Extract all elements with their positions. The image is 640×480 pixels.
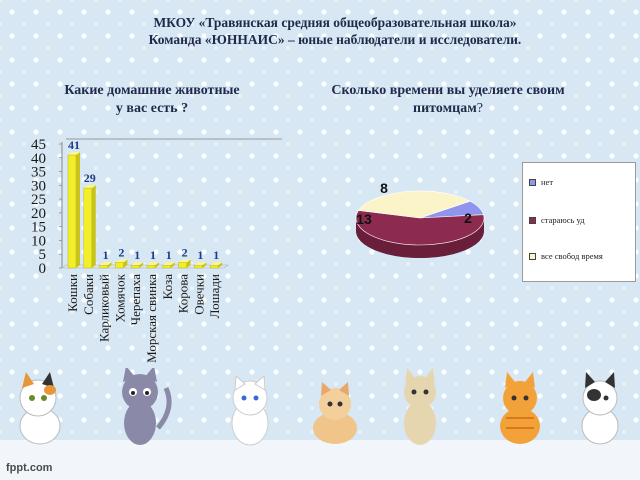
bar-data-label: 1: [166, 248, 172, 262]
bar-top: [162, 262, 175, 266]
y-tick-label: 40: [31, 151, 46, 167]
pie-data-label: 13: [356, 211, 372, 227]
bar-data-label: 1: [150, 248, 156, 262]
cat-bw-icon: [581, 372, 619, 445]
question-time-text: Сколько времени вы уделяете своим питомц…: [331, 83, 565, 116]
bar: [83, 187, 93, 269]
bar-side: [76, 152, 80, 268]
question-time-mark: ?: [476, 101, 483, 116]
bar-top: [194, 262, 207, 266]
bar-side: [107, 262, 112, 268]
bar-side: [170, 262, 175, 268]
bar-top: [115, 259, 128, 263]
pie-side: [356, 218, 484, 258]
bar-top: [147, 262, 159, 266]
legend-item-3: все свобод время: [529, 251, 621, 261]
bar-side: [155, 262, 159, 268]
team-name: Команда «ЮННАИС» – юные наблюдатели и ис…: [148, 32, 522, 47]
cats-illustration: [19, 368, 619, 446]
y-tick-label: 25: [31, 192, 46, 208]
y-tick-label: 20: [31, 206, 46, 222]
category-label: Карликовый: [97, 274, 112, 342]
category-label: Кошки: [65, 274, 80, 312]
bar-top: [131, 262, 144, 266]
fppt-logo: fppt.com: [6, 462, 53, 474]
bar: [209, 264, 219, 269]
bar: [67, 154, 77, 269]
bar: [99, 264, 108, 269]
bar-side: [202, 262, 207, 268]
time-pie-chart: 2 13 8: [355, 180, 485, 258]
cat-tabby-icon: [313, 382, 357, 444]
cat-white-icon: [231, 374, 269, 446]
y-tick-label: 0: [39, 261, 47, 277]
bar-top: [178, 259, 191, 263]
legend-swatch-3: [529, 253, 536, 260]
pie-data-label: 2: [464, 210, 472, 226]
y-tick-label: 5: [39, 247, 47, 263]
bar-side: [91, 185, 96, 268]
page-header: МКОУ «Травянская средняя общеобразовател…: [0, 14, 640, 48]
legend-label-1: нет: [541, 177, 554, 187]
bar-data-label: 2: [182, 245, 188, 259]
question-time: Сколько времени вы уделяете своим питомц…: [318, 82, 578, 118]
pie-slice: [355, 210, 485, 246]
category-label: Корова: [176, 274, 191, 313]
school-name: МКОУ «Травянская средняя общеобразовател…: [153, 15, 517, 30]
bar: [162, 264, 172, 269]
category-label: Лошади: [207, 274, 222, 318]
bar-top: [68, 152, 80, 156]
ground-strip: [0, 440, 640, 480]
bar-side: [186, 259, 191, 268]
cat-beige-icon: [404, 368, 436, 445]
cat-gray-icon: [122, 368, 172, 445]
bar-side: [123, 259, 128, 268]
category-label: Черепаха: [128, 274, 143, 326]
y-tick-label: 35: [31, 165, 46, 181]
y-tick-label: 15: [31, 220, 46, 236]
pie-data-label: 8: [380, 180, 388, 196]
cat-calico-icon: [19, 372, 61, 445]
y-tick-label: 10: [31, 233, 46, 249]
bar: [146, 264, 156, 269]
bar-data-label: 2: [118, 245, 124, 259]
bar-data-label: 1: [103, 248, 109, 262]
legend-item-2: стараюсь уд: [529, 215, 621, 225]
pie-legend: нет стараюсь уд все свобод время: [522, 162, 636, 282]
bar-data-label: 1: [134, 248, 140, 262]
legend-item-1: нет: [529, 177, 621, 187]
bar-data-label: 29: [84, 171, 96, 185]
category-label: Собаки: [81, 274, 96, 315]
bar: [115, 262, 124, 269]
category-label: Морская свинка: [144, 274, 159, 363]
bar-side: [139, 262, 144, 268]
cat-orange-icon: [500, 372, 540, 444]
legend-swatch-2: [529, 217, 536, 224]
bar-side: [218, 262, 223, 268]
bar: [130, 264, 140, 269]
bar: [194, 264, 203, 269]
question-pets: Какие домашние животные у вас есть ?: [64, 83, 240, 116]
category-label: Хомячок: [112, 273, 127, 322]
bar-top: [99, 262, 112, 266]
bar-data-label: 1: [213, 248, 219, 262]
legend-label-2: стараюсь уд: [541, 215, 585, 225]
bar-top: [83, 185, 96, 189]
category-label: Овечки: [191, 274, 206, 315]
bar-top: [210, 262, 223, 266]
legend-swatch-1: [529, 179, 536, 186]
bar-data-label: 1: [197, 248, 203, 262]
y-tick-label: 30: [31, 178, 46, 194]
category-label: Коза: [160, 274, 175, 300]
legend-label-3: все свобод время: [541, 251, 603, 261]
bar: [178, 262, 187, 269]
y-tick-label: 45: [31, 137, 46, 153]
pie-slice: [358, 190, 471, 219]
bar-data-label: 41: [68, 138, 80, 152]
